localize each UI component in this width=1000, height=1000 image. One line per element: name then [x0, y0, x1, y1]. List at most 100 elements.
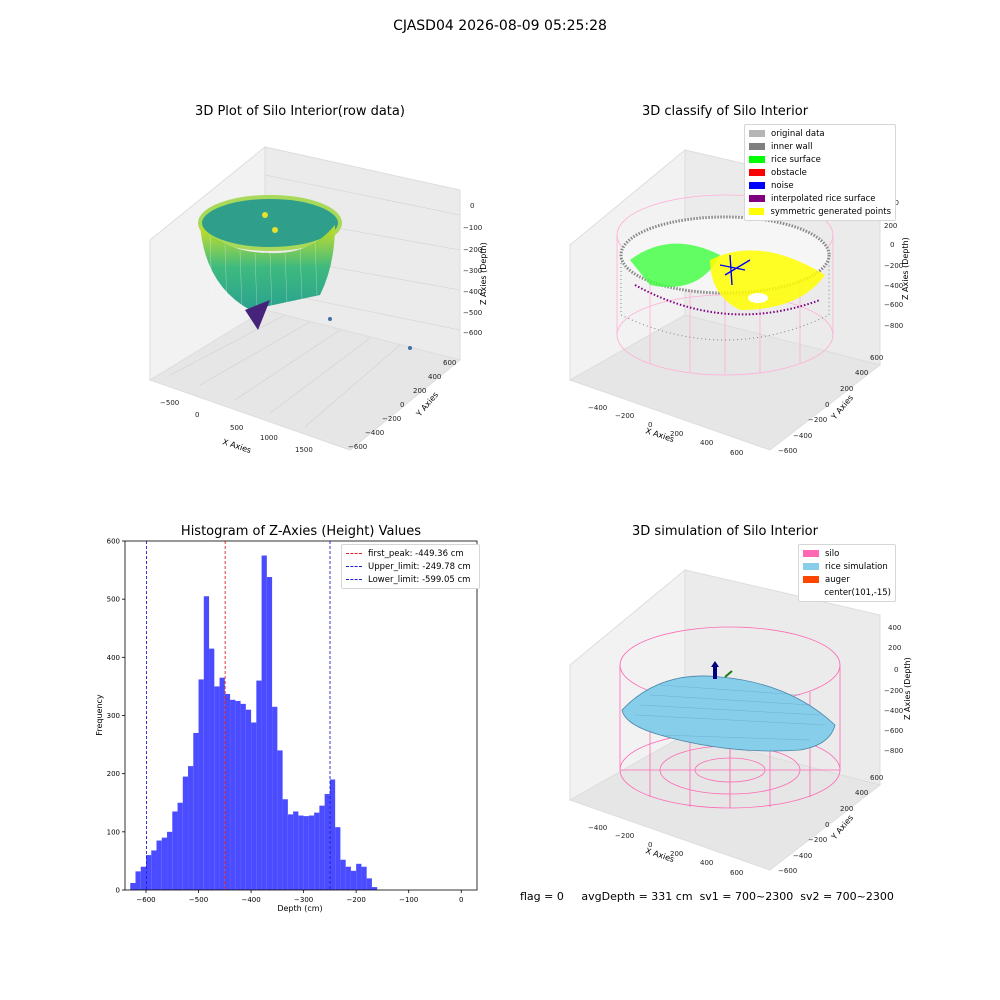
- plot2-y-tick: 600: [870, 354, 883, 362]
- plot1-z-tick: −400: [463, 288, 482, 296]
- hist-bar: [345, 866, 351, 890]
- hist-y-tick: 600: [107, 538, 120, 546]
- legend-swatch: [803, 589, 818, 596]
- hist-x-tick: −400: [241, 896, 260, 904]
- legend-entry-noise: noise: [749, 179, 891, 192]
- hist-bar: [245, 709, 252, 890]
- hist-y-ticks: 0 100 200 300 400 500 600: [107, 538, 125, 895]
- hist-bar: [366, 878, 372, 890]
- plot2-y-ticks: −600 −400 −200 0 200 400 600: [778, 354, 883, 455]
- plot1-y-tick: 600: [443, 359, 456, 367]
- plot2-title: 3D classify of Silo Interior: [641, 104, 809, 119]
- legend-label: inner wall: [771, 141, 813, 152]
- plot2-y-tick: 200: [840, 385, 853, 393]
- hist-bar: [298, 815, 304, 890]
- plot1-x-ticks: −500 0 500 1000 1500: [160, 399, 313, 454]
- plot4-x-label: X Axies: [644, 846, 675, 864]
- plot4-y-tick: 400: [855, 789, 868, 797]
- plot1-x-tick: −500: [160, 399, 179, 407]
- plot1-y-ticks: −600 −400 −200 0 200 400 600: [348, 359, 456, 451]
- plot4-y-ticks: −600 −400 −200 0 200 400 600: [778, 774, 883, 875]
- plot4-3d-axes: −400 −200 0 200 400 600 X Axies −600 −40…: [568, 568, 912, 877]
- hist-bar: [329, 779, 336, 890]
- legend-swatch: [749, 130, 765, 137]
- plot1-hot-points: [262, 212, 268, 218]
- legend-entry-center: center(101,-15): [803, 586, 891, 599]
- plot1-3d-axes: −500 0 500 1000 1500 X Axies −600 −400 −…: [148, 145, 488, 455]
- plot4-x-tick: 200: [670, 850, 683, 858]
- plot4-pane-floor: [568, 734, 882, 871]
- plot1-z-label: Z Axies (Depth): [479, 242, 488, 305]
- legend-label: silo: [825, 548, 840, 559]
- plot2-3d-axes: −400 −200 0 200 400 600 X Axies −600 −40…: [568, 148, 910, 457]
- plot1-point-hatch: [209, 234, 318, 312]
- plot4-auger-tip: [711, 661, 719, 667]
- hist-x-label: Depth (cm): [277, 904, 322, 913]
- hist-bar: [156, 840, 162, 890]
- legend-swatch: [803, 550, 819, 557]
- hist-bar: [135, 871, 141, 890]
- hist-x-tick: 0: [459, 896, 463, 904]
- hist-bar: [235, 700, 241, 890]
- hist-x-tick: −200: [347, 896, 366, 904]
- plot2-z-tick: 0: [890, 241, 894, 249]
- plot2-x-ticks: −400 −200 0 200 400 600: [588, 404, 743, 457]
- hist-bar: [219, 677, 225, 890]
- plot4-x-tick: 600: [730, 869, 743, 877]
- legend-swatch: [803, 576, 819, 583]
- hist-bar: [172, 811, 178, 890]
- legend-entry-rice-simulation: rice simulation: [803, 560, 891, 573]
- plot2-x-tick: 200: [670, 430, 683, 438]
- legend-entry-lower-limit: Lower_limit: -599.05 cm: [346, 573, 475, 586]
- legend-entry-inner-wall: inner wall: [749, 140, 891, 153]
- hist-bar: [146, 855, 152, 890]
- hist-bar: [251, 722, 257, 890]
- plot2-center-hole: [748, 293, 768, 303]
- hist-bar: [214, 686, 220, 890]
- hist-y-tick: 200: [107, 770, 120, 778]
- plot2-x-tick: −200: [615, 412, 634, 420]
- hist-x-tick: −500: [189, 896, 208, 904]
- plot1-y-tick: −200: [382, 415, 401, 423]
- legend-swatch: [749, 156, 765, 163]
- plot2-y-tick: 400: [855, 369, 868, 377]
- plot1-outlier-point: [408, 346, 412, 350]
- plot4-x-tick: −200: [615, 832, 634, 840]
- hist-plot: −600 −500 −400 −300 −200 −100 0 0 100 200 300 400 5…: [95, 538, 478, 913]
- plot4-title: 3D simulation of Silo Interior: [632, 524, 818, 539]
- hist-y-tick: 400: [107, 654, 120, 662]
- plot2-z-label: Z Axies (Depth): [901, 237, 910, 300]
- plot2-x-tick: −400: [588, 404, 607, 412]
- legend-line: [346, 553, 362, 554]
- hist-x-tick: −600: [136, 896, 155, 904]
- legend-label: Lower_limit: -599.05 cm: [368, 574, 471, 585]
- legend-swatch: [749, 143, 765, 150]
- legend-swatch: [749, 169, 765, 176]
- legend-label: symmetric generated points: [770, 206, 891, 217]
- plot4-x-ticks: −400 −200 0 200 400 600: [588, 824, 743, 877]
- hist-bar: [261, 555, 267, 890]
- hist-bar: [335, 827, 341, 890]
- plot2-pane-floor: [568, 314, 882, 451]
- hist-bar: [266, 577, 273, 890]
- plot2-x-label: X Axies: [644, 426, 675, 444]
- hist-title: Histogram of Z-Axies (Height) Values: [180, 524, 422, 539]
- plot4-x-tick: 400: [700, 859, 713, 867]
- plot4-y-tick: −200: [808, 836, 827, 844]
- legend-entry-rice-surface: rice surface: [749, 153, 891, 166]
- legend-entry-interpolated: interpolated rice surface: [749, 192, 891, 205]
- plot1-x-tick: 1000: [260, 434, 278, 442]
- hist-bar: [256, 680, 262, 890]
- plot2-y-tick: −200: [808, 416, 827, 424]
- hist-x-tick: −300: [294, 896, 313, 904]
- plot4-y-tick: −400: [793, 852, 812, 860]
- hist-bar: [140, 866, 147, 890]
- plot2-y-tick: −600: [778, 447, 797, 455]
- legend-label: interpolated rice surface: [771, 193, 876, 204]
- plot1-z-tick: −300: [463, 267, 482, 275]
- hist-bars: [130, 555, 378, 890]
- plot2-interpolated-surface: [634, 284, 821, 316]
- hist-bar: [151, 850, 157, 890]
- plot4-surface-mesh: [634, 684, 826, 741]
- hist-bar: [230, 699, 236, 890]
